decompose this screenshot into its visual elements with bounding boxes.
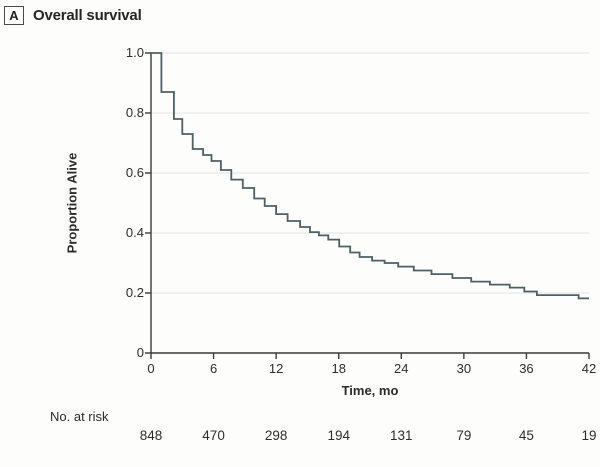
x-tick-label: 42 bbox=[581, 361, 597, 376]
x-tick-label: 18 bbox=[331, 361, 346, 376]
at-risk-value: 194 bbox=[327, 428, 350, 443]
at-risk-label: No. at risk bbox=[50, 409, 109, 424]
x-tick-label: 0 bbox=[147, 361, 155, 376]
x-tick-label: 30 bbox=[456, 361, 472, 376]
y-axis-label: Proportion Alive bbox=[64, 152, 80, 254]
figure-title: Overall survival bbox=[33, 7, 142, 24]
y-tick-label: 1.0 bbox=[125, 45, 144, 60]
y-tick-label: 0 bbox=[136, 345, 144, 360]
x-axis-label: Time, mo bbox=[341, 383, 399, 398]
x-tick-label: 24 bbox=[394, 361, 409, 376]
at-risk-value: 79 bbox=[456, 428, 472, 443]
at-risk-value: 131 bbox=[390, 428, 413, 443]
y-tick-label: 0.6 bbox=[125, 165, 144, 180]
x-tick-label: 36 bbox=[519, 361, 534, 376]
survival-step-curve bbox=[151, 52, 589, 300]
at-risk-value: 298 bbox=[264, 428, 288, 443]
at-risk-value: 19 bbox=[581, 428, 597, 443]
panel-letter-badge: A bbox=[4, 6, 24, 25]
at-risk-value: 45 bbox=[518, 428, 534, 443]
x-tick-label: 12 bbox=[268, 361, 284, 376]
y-tick-label: 0.2 bbox=[125, 285, 144, 300]
at-risk-value: 470 bbox=[202, 428, 225, 443]
y-tick-label: 0.4 bbox=[125, 225, 144, 240]
x-tick-label: 6 bbox=[209, 361, 218, 376]
y-tick-label: 0.8 bbox=[125, 105, 144, 120]
at-risk-value: 848 bbox=[139, 428, 163, 443]
